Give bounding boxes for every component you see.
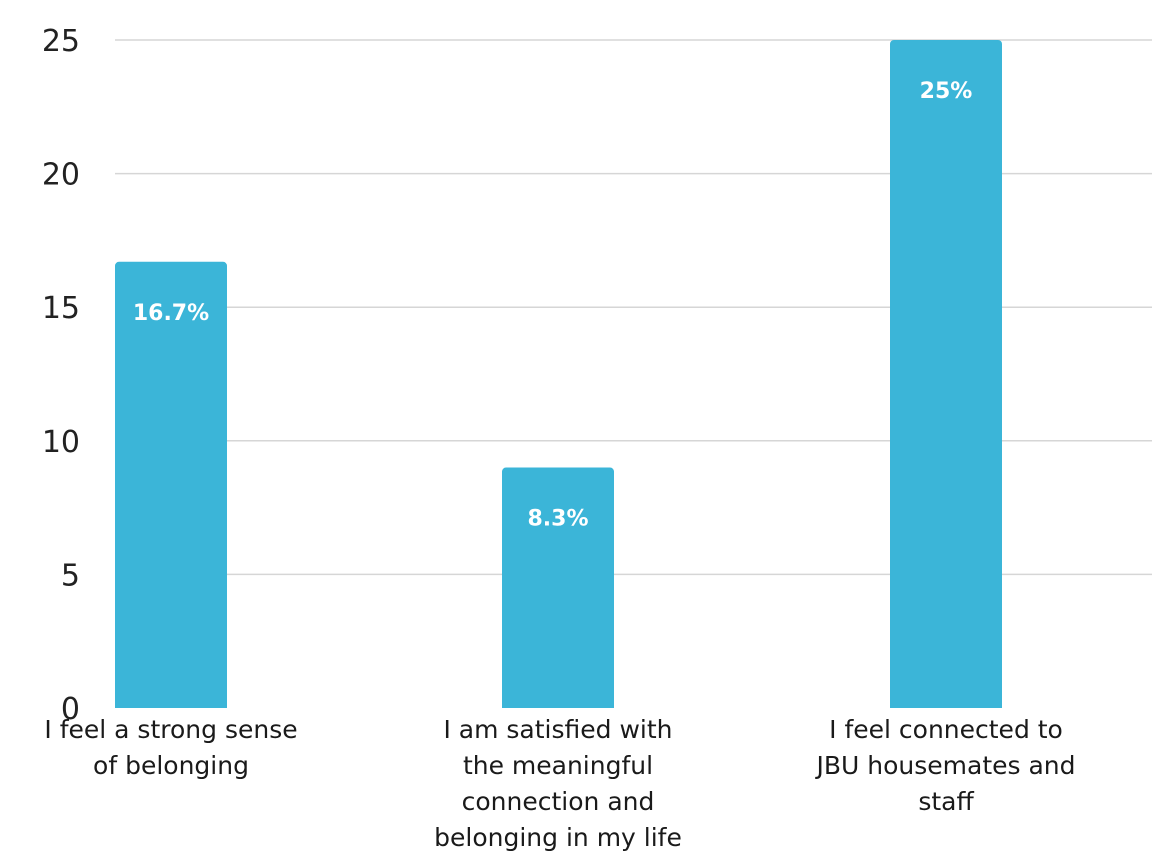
bar-data-label: 25%: [920, 79, 973, 104]
x-category-label-line: belonging in my life: [434, 823, 682, 852]
y-tick-label: 5: [61, 558, 80, 593]
y-axis-ticks: 0 5 10 15 20 25: [42, 24, 80, 727]
x-category-label-line: connection and: [462, 787, 655, 816]
data-labels-layer: 16.7% 8.3% 25%: [133, 79, 973, 532]
bar: [115, 261, 227, 708]
y-tick-label: 20: [42, 158, 80, 193]
bar-base: [115, 700, 227, 708]
bar-base: [502, 700, 614, 708]
bars-layer: [115, 40, 1002, 708]
x-category-label-line: staff: [918, 787, 974, 816]
x-category-label-line: I feel connected to: [829, 715, 1063, 744]
x-axis-category-labels: I feel a strong sense of belonging I am sa…: [44, 715, 1075, 852]
x-category-label-line: I am satisfied with: [443, 715, 672, 744]
x-category-label-line: I feel a strong sense: [44, 715, 297, 744]
bar: [890, 40, 1002, 708]
x-category-label-line: of belonging: [93, 751, 249, 780]
y-tick-label: 25: [42, 24, 80, 59]
x-category-label-line: the meaningful: [463, 751, 653, 780]
bar-data-label: 16.7%: [133, 301, 209, 326]
bar-base: [890, 700, 1002, 708]
bar: [502, 467, 614, 708]
x-category-label-line: JBU housemates and: [814, 751, 1075, 780]
y-tick-label: 10: [42, 425, 80, 460]
y-tick-label: 0: [61, 692, 80, 727]
y-tick-label: 15: [42, 291, 80, 326]
bar-data-label: 8.3%: [527, 507, 588, 532]
